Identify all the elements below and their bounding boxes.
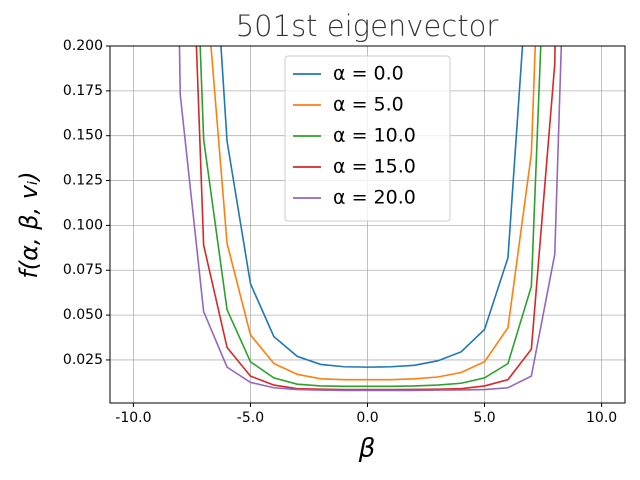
- y-tick-label: 0.150: [63, 128, 103, 144]
- y-axis-label: f(α, β, vᵢ): [15, 171, 43, 278]
- x-tick-label: 0.0: [356, 410, 378, 426]
- y-tick-label: 0.100: [63, 217, 103, 233]
- legend-label: α = 10.0: [333, 125, 416, 147]
- x-tick-label: 5.0: [473, 410, 495, 426]
- y-tick-label: 0.075: [63, 262, 103, 278]
- y-tick-label: 0.025: [63, 352, 103, 368]
- legend-label: α = 15.0: [333, 156, 416, 178]
- chart-title: 501st eigenvector: [236, 9, 499, 43]
- legend-label: α = 20.0: [333, 187, 416, 209]
- legend-label: α = 5.0: [333, 94, 404, 116]
- series-line: [199, 46, 542, 388]
- y-tick-label: 0.050: [63, 307, 103, 323]
- x-tick-label: 10.0: [586, 410, 617, 426]
- series-line: [195, 46, 556, 391]
- y-tick-label: 0.175: [63, 83, 103, 99]
- y-tick-label: 0.125: [63, 173, 103, 189]
- legend-label: α = 0.0: [333, 63, 404, 85]
- y-tick-label: 0.200: [63, 38, 103, 54]
- series-line: [178, 46, 563, 392]
- series-line: [210, 46, 537, 381]
- legend: α = 0.0 α = 5.0 α = 10.0 α = 15.0 α = 20.0: [284, 55, 451, 222]
- series-line: [220, 46, 524, 368]
- legend-box: [284, 55, 451, 222]
- plot-area: [178, 46, 563, 392]
- x-axis-label: β: [358, 434, 376, 464]
- x-tick-label: -5.0: [237, 410, 264, 426]
- x-tick-label: -10.0: [115, 410, 151, 426]
